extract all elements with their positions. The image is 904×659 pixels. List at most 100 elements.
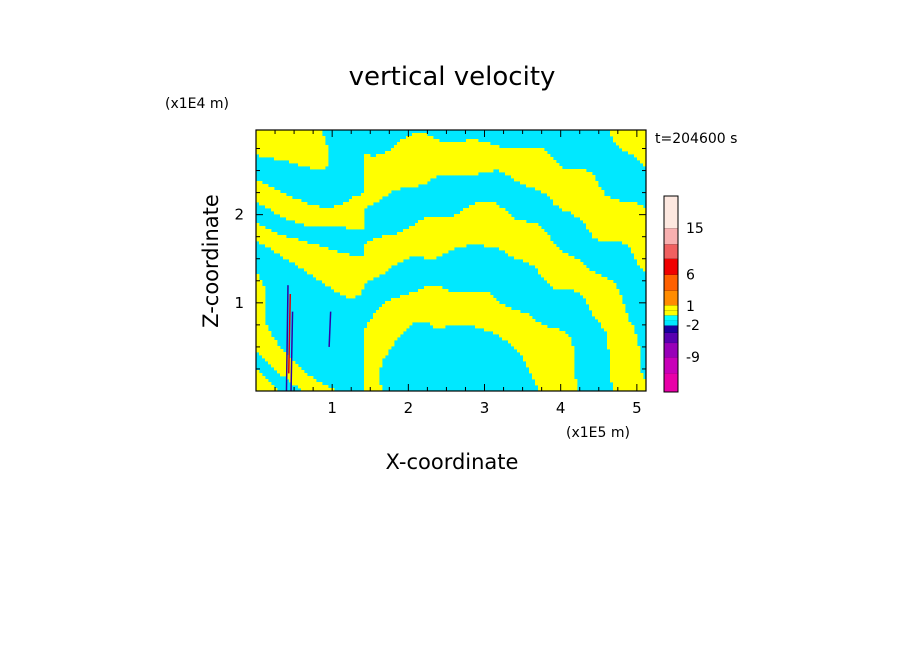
field-cell-positive (307, 271, 310, 274)
field-cell-positive (487, 325, 490, 328)
field-cell-positive (379, 262, 382, 265)
field-cell-positive (322, 268, 325, 271)
field-cell-positive (346, 295, 349, 298)
field-cell-positive (607, 289, 610, 292)
field-cell-positive (625, 208, 628, 211)
field-cell-positive (616, 304, 619, 307)
field-cell-positive (280, 361, 283, 364)
field-cell-positive (472, 169, 475, 172)
field-cell-positive (598, 211, 601, 214)
field-cell-positive (373, 322, 376, 325)
field-cell-positive (433, 142, 436, 145)
field-cell-positive (616, 376, 619, 379)
field-cell-positive (328, 250, 331, 253)
field-cell-positive (571, 208, 574, 211)
field-cell-positive (463, 310, 466, 313)
field-cell-positive (361, 214, 364, 217)
field-cell-positive (574, 286, 577, 289)
field-cell-positive (634, 151, 637, 154)
field-cell-positive (601, 310, 604, 313)
field-cell-positive (283, 250, 286, 253)
field-cell-positive (448, 160, 451, 163)
field-cell-positive (631, 244, 634, 247)
field-cell-positive (508, 253, 511, 256)
field-cell-positive (535, 373, 538, 376)
field-cell-positive (499, 169, 502, 172)
field-cell-positive (283, 244, 286, 247)
field-cell-positive (265, 151, 268, 154)
field-cell-positive (472, 157, 475, 160)
field-cell-positive (457, 169, 460, 172)
field-cell-positive (607, 322, 610, 325)
field-cell-positive (472, 145, 475, 148)
field-cell-positive (370, 322, 373, 325)
field-cell-positive (262, 145, 265, 148)
field-cell-positive (517, 178, 520, 181)
field-cell-positive (409, 301, 412, 304)
field-cell-positive (481, 145, 484, 148)
field-cell-positive (379, 346, 382, 349)
field-cell-positive (577, 175, 580, 178)
field-cell-positive (535, 166, 538, 169)
field-cell-positive (481, 319, 484, 322)
field-cell-positive (559, 337, 562, 340)
field-cell-positive (487, 169, 490, 172)
field-cell-positive (628, 232, 631, 235)
field-cell-positive (463, 160, 466, 163)
field-cell-positive (262, 193, 265, 196)
field-cell-positive (400, 316, 403, 319)
field-cell-positive (427, 286, 430, 289)
field-cell-positive (442, 148, 445, 151)
field-cell-positive (619, 139, 622, 142)
field-cell-positive (382, 304, 385, 307)
field-cell-positive (550, 268, 553, 271)
field-cell-positive (526, 160, 529, 163)
field-cell-positive (637, 205, 640, 208)
field-cell-positive (607, 307, 610, 310)
field-cell-positive (619, 319, 622, 322)
field-cell-positive (415, 244, 418, 247)
field-cell-positive (595, 280, 598, 283)
field-cell-positive (631, 136, 634, 139)
field-cell-positive (490, 229, 493, 232)
field-cell-positive (502, 148, 505, 151)
field-cell-positive (595, 298, 598, 301)
field-cell-positive (583, 295, 586, 298)
field-cell-positive (400, 256, 403, 259)
field-cell-positive (436, 286, 439, 289)
field-cell-positive (274, 235, 277, 238)
field-cell-positive (529, 358, 532, 361)
field-cell-positive (388, 319, 391, 322)
field-cell-positive (610, 376, 613, 379)
field-cell-positive (607, 232, 610, 235)
field-cell-positive (508, 220, 511, 223)
field-cell-positive (508, 163, 511, 166)
field-cell-positive (286, 145, 289, 148)
field-cell-positive (592, 184, 595, 187)
field-cell-positive (361, 226, 364, 229)
field-cell-positive (565, 178, 568, 181)
field-cell-positive (400, 142, 403, 145)
field-cell-positive (631, 247, 634, 250)
field-cell-positive (409, 172, 412, 175)
field-cell-positive (637, 361, 640, 364)
field-cell-positive (367, 163, 370, 166)
field-cell-positive (544, 262, 547, 265)
field-cell-positive (322, 151, 325, 154)
field-cell-positive (553, 367, 556, 370)
field-cell-positive (457, 244, 460, 247)
field-cell-positive (304, 163, 307, 166)
field-cell-positive (505, 241, 508, 244)
field-cell-positive (565, 172, 568, 175)
field-cell-positive (424, 151, 427, 154)
field-cell-positive (544, 151, 547, 154)
field-cell-positive (496, 151, 499, 154)
field-cell-positive (451, 154, 454, 157)
field-cell-positive (331, 250, 334, 253)
field-cell-positive (301, 214, 304, 217)
field-cell-positive (568, 286, 571, 289)
field-cell-positive (616, 349, 619, 352)
field-cell-positive (613, 220, 616, 223)
field-cell-positive (625, 367, 628, 370)
field-cell-positive (295, 160, 298, 163)
